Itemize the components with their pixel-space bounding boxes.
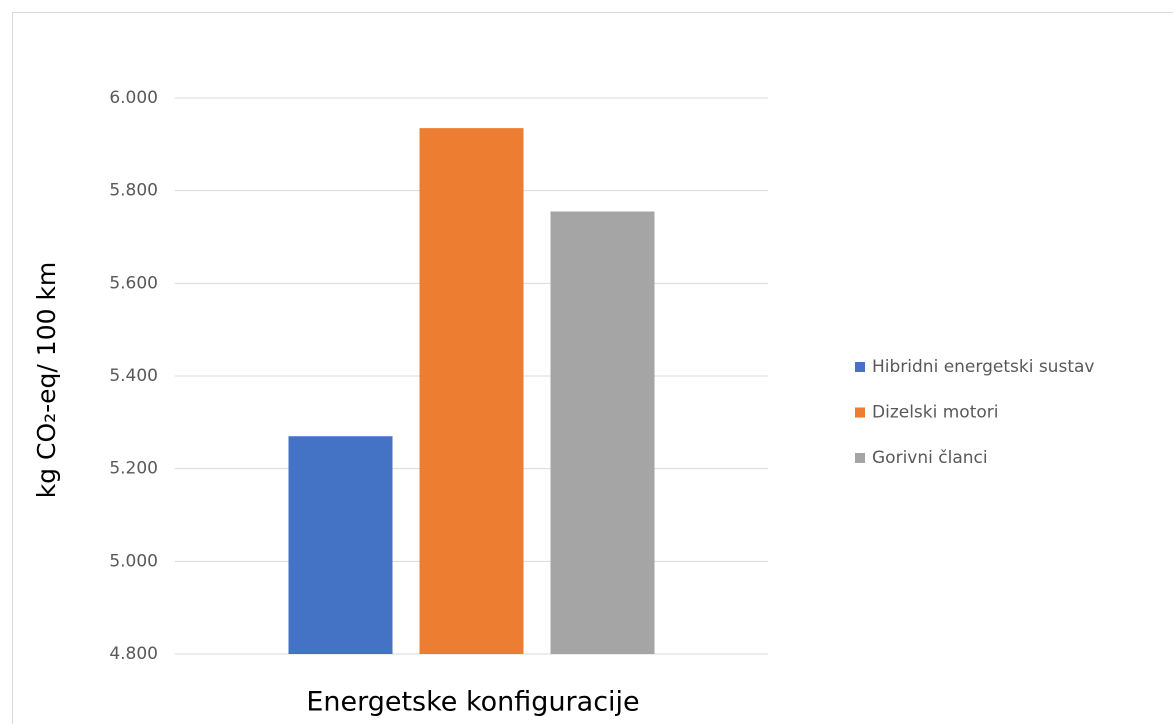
legend-label: Gorivni članci <box>872 448 988 468</box>
y-tick-label: 5.200 <box>109 459 158 479</box>
legend-label: Hibridni energetski sustav <box>872 357 1094 377</box>
y-tick-label: 5.000 <box>109 551 158 571</box>
y-tick-label: 6.000 <box>109 88 158 108</box>
y-axis-title: kg CO₂-eq/ 100 km <box>32 262 61 499</box>
x-axis-title: Energetske konfiguracije <box>306 687 639 718</box>
y-tick-label: 5.600 <box>109 273 158 293</box>
legend-swatch <box>855 362 865 372</box>
legend-label: Dizelski motori <box>872 403 999 423</box>
bar <box>419 128 524 654</box>
legend-swatch <box>855 407 865 418</box>
bar <box>550 211 655 654</box>
y-tick-label: 5.400 <box>109 366 158 386</box>
y-tick-label: 5.800 <box>109 181 158 201</box>
legend-swatch <box>855 453 865 463</box>
y-tick-label: 4.800 <box>109 644 158 664</box>
bar <box>288 436 393 654</box>
